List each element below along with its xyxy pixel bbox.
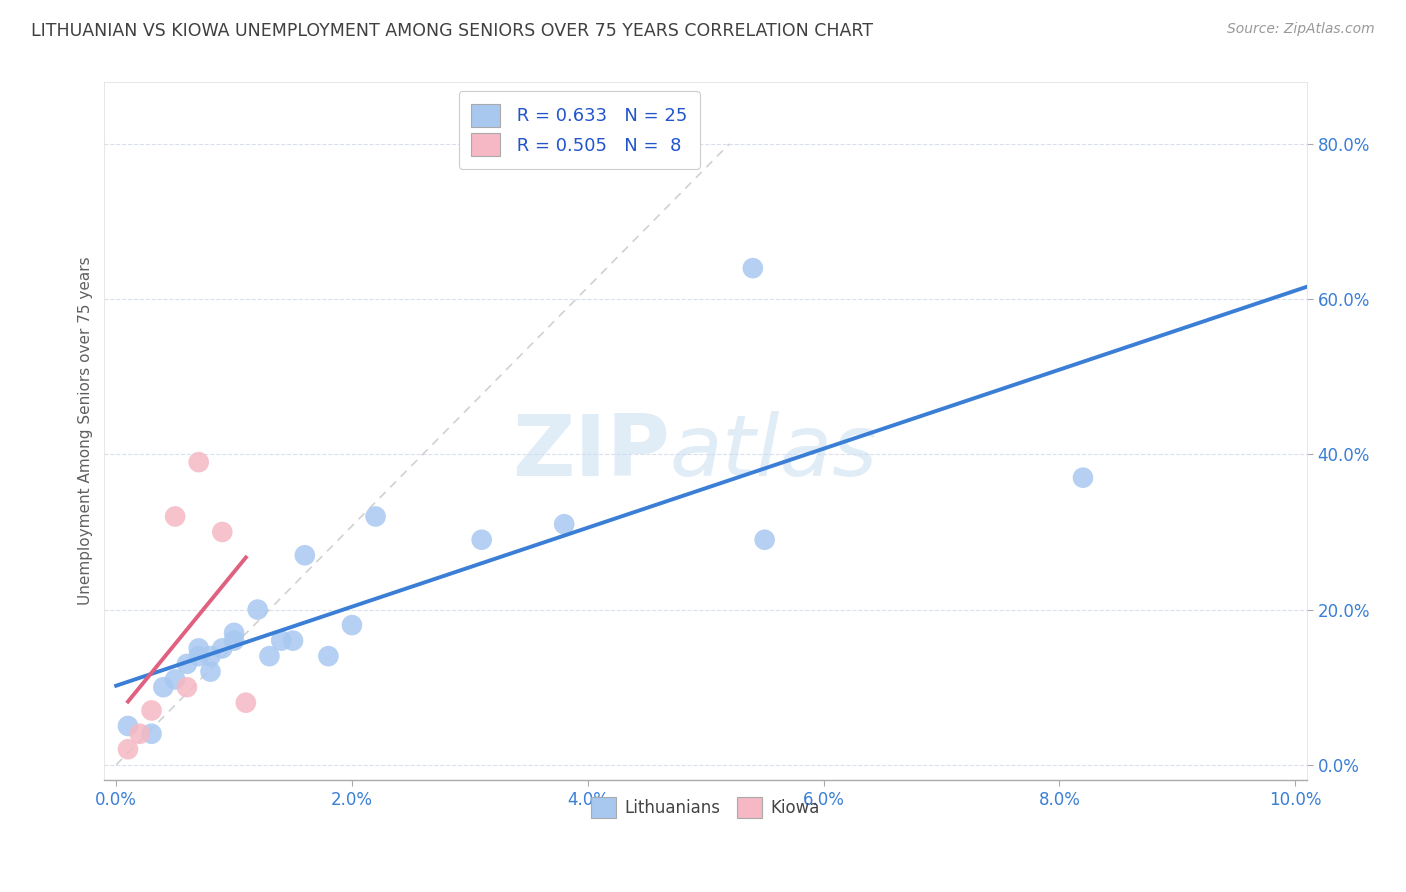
Point	[246, 602, 269, 616]
Text: LITHUANIAN VS KIOWA UNEMPLOYMENT AMONG SENIORS OVER 75 YEARS CORRELATION CHART: LITHUANIAN VS KIOWA UNEMPLOYMENT AMONG S…	[31, 22, 873, 40]
Point	[187, 641, 209, 656]
Text: ZIP: ZIP	[512, 410, 669, 493]
Point	[165, 673, 187, 687]
Point	[281, 633, 304, 648]
Legend: Lithuanians, Kiowa: Lithuanians, Kiowa	[585, 790, 827, 824]
Point	[117, 742, 139, 756]
Text: atlas: atlas	[669, 410, 877, 493]
Point	[187, 649, 209, 664]
Point	[117, 719, 139, 733]
Point	[741, 261, 763, 276]
Point	[553, 517, 575, 532]
Point	[222, 625, 245, 640]
Text: Source: ZipAtlas.com: Source: ZipAtlas.com	[1227, 22, 1375, 37]
Point	[165, 509, 187, 524]
Point	[141, 727, 163, 741]
Point	[270, 633, 292, 648]
Point	[259, 649, 281, 664]
Point	[211, 524, 233, 539]
Point	[200, 665, 222, 679]
Point	[318, 649, 340, 664]
Point	[235, 696, 257, 710]
Point	[754, 533, 776, 547]
Point	[471, 533, 494, 547]
Y-axis label: Unemployment Among Seniors over 75 years: Unemployment Among Seniors over 75 years	[79, 257, 93, 606]
Point	[294, 548, 316, 562]
Point	[200, 649, 222, 664]
Point	[1071, 470, 1094, 484]
Point	[222, 633, 245, 648]
Point	[364, 509, 387, 524]
Point	[211, 641, 233, 656]
Point	[176, 657, 198, 671]
Point	[128, 727, 150, 741]
Point	[340, 618, 363, 632]
Point	[187, 455, 209, 469]
Point	[176, 680, 198, 694]
Point	[152, 680, 174, 694]
Point	[141, 703, 163, 717]
